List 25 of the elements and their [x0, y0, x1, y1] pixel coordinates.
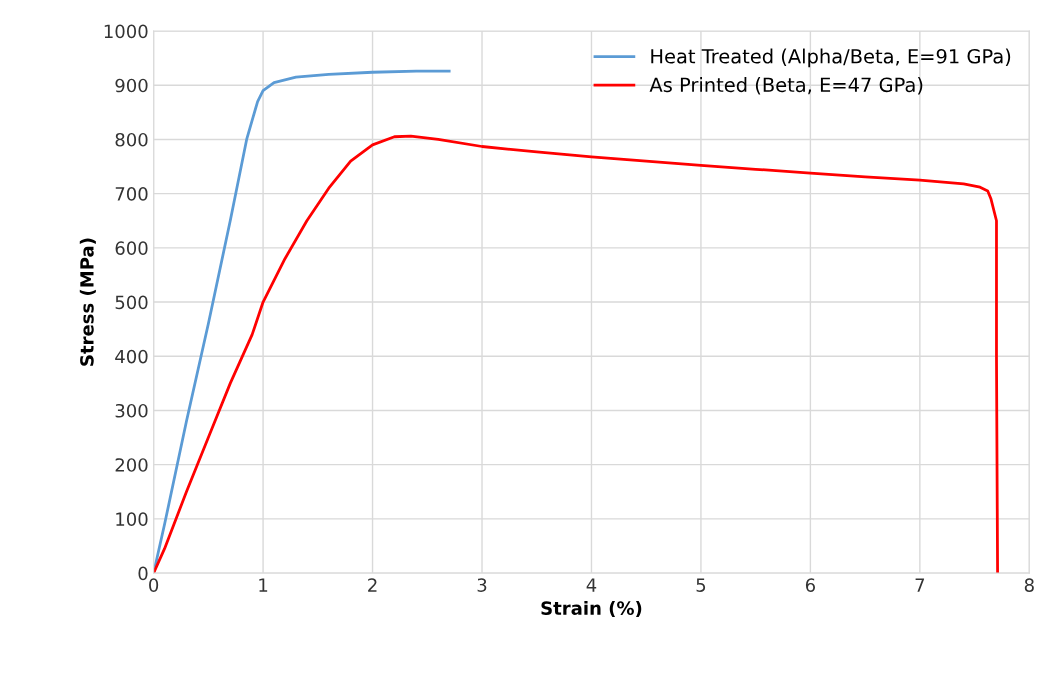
y-axis-title: Stress (MPa) [79, 238, 96, 366]
x-tick-label: 2 [368, 578, 377, 592]
x-axis-title: Strain (%) [541, 600, 642, 618]
y-tick-label: 1000 [104, 24, 148, 39]
x-tick-label: 1 [259, 578, 268, 592]
y-tick-label: 800 [115, 132, 148, 147]
y-tick-label: 500 [115, 295, 148, 310]
x-tick-label: 6 [805, 578, 815, 592]
legend-label: As Printed (Beta, E=47 GPa) [649, 77, 923, 95]
y-tick-label: 400 [115, 349, 148, 364]
y-tick-label: 200 [115, 458, 148, 472]
x-tick-label: 5 [696, 578, 706, 592]
x-tick-label: 4 [586, 578, 597, 592]
y-tick-label: 600 [115, 241, 148, 255]
y-tick-label: 700 [115, 187, 148, 201]
x-tick-label: 8 [1024, 578, 1034, 592]
x-tick-label: 3 [477, 578, 487, 592]
line-series [153, 134, 999, 574]
x-tick-label: 7 [915, 578, 925, 592]
y-tick-label: 900 [115, 78, 148, 93]
y-tick-label: 0 [138, 566, 148, 581]
legend-label: Heat Treated (Alpha/Beta, E=91 GPa) [651, 48, 1011, 68]
y-tick-label: 100 [116, 512, 148, 526]
y-tick-label: 300 [115, 403, 148, 418]
x-tick-label: 0 [149, 578, 159, 592]
